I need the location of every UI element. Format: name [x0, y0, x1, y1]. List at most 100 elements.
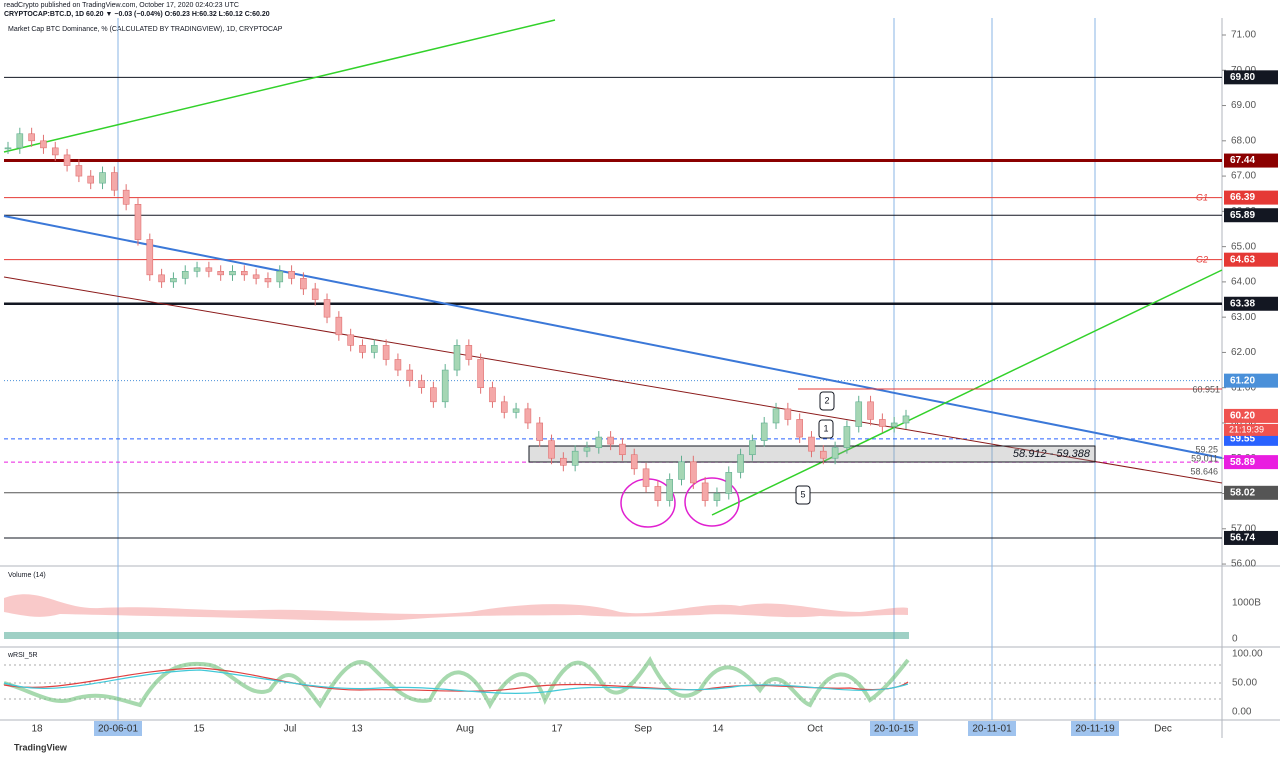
price-tag — [1224, 252, 1278, 267]
price-tag-label: 65.89 — [1230, 210, 1255, 221]
candle — [370, 345, 378, 353]
callout-box — [795, 485, 811, 505]
y-tick-label: 68.00 — [1231, 135, 1256, 146]
candle — [40, 140, 47, 149]
candle — [772, 408, 780, 424]
price-tag-label: 67.44 — [1230, 155, 1255, 166]
rsi-line — [3, 669, 909, 694]
x-tick-label: 15 — [193, 724, 205, 735]
trend-line — [3, 19, 556, 153]
x-tick-label: 20-11-19 — [1075, 724, 1115, 735]
rsi-tick-label: 50.00 — [1232, 678, 1257, 689]
candle — [229, 271, 236, 276]
volume-cloud — [4, 594, 908, 621]
candle — [619, 443, 626, 456]
candle — [16, 133, 24, 149]
candle — [524, 408, 532, 424]
price-tag — [1224, 190, 1278, 205]
candle — [500, 401, 508, 413]
candle — [359, 345, 366, 353]
annotation: 58.646 — [1190, 466, 1218, 476]
candle — [796, 419, 803, 438]
y-tick-label: 62.00 — [1231, 347, 1256, 358]
annotation: G1 — [1196, 192, 1208, 202]
candle — [465, 345, 473, 360]
candle — [28, 133, 35, 142]
candle — [595, 436, 603, 448]
volume-bars — [4, 632, 909, 639]
candle — [902, 415, 910, 424]
candle — [51, 147, 59, 156]
candle — [406, 369, 414, 381]
candle — [749, 440, 756, 456]
trend-line — [3, 276, 1223, 484]
annotation: 58.912 - 59.388 — [1013, 448, 1091, 460]
x-tick-label: 14 — [712, 724, 724, 735]
y-tick-label: 69.00 — [1231, 100, 1256, 111]
x-tick-label: 18 — [31, 724, 43, 735]
candle — [311, 288, 319, 300]
candle — [725, 472, 733, 494]
rsi-title: wRSI_5R — [7, 652, 38, 659]
candle — [441, 369, 449, 403]
chart-title: Market Cap BTC Dominance, % (CALCULATED … — [8, 26, 283, 33]
candle — [134, 203, 142, 240]
candle — [843, 426, 851, 448]
y-tick-label: 65.00 — [1231, 241, 1256, 252]
candle — [737, 454, 744, 473]
candle — [276, 271, 284, 283]
candle — [430, 387, 437, 403]
candle — [288, 271, 295, 279]
x-tick-label: Jul — [284, 724, 297, 735]
y-tick-label: 57.00 — [1231, 523, 1256, 534]
annotation: 59.25 — [1195, 444, 1218, 454]
x-tick-label: 20-10-15 — [874, 724, 914, 735]
header-line2: CRYPTOCAP:BTC.D, 1D 60.20 ▼ −0.03 (−0.04… — [4, 11, 270, 18]
price-tag-label: 58.02 — [1230, 487, 1255, 498]
price-tag-label: 64.63 — [1230, 254, 1255, 265]
candle — [760, 422, 768, 441]
header-line1: readCrypto published on TradingView.com,… — [4, 2, 239, 9]
trend-line — [3, 215, 1223, 459]
candle — [583, 447, 591, 452]
countdown-tag — [1224, 423, 1278, 436]
annotation: 1 — [823, 423, 828, 433]
annotation: G2 — [1196, 254, 1208, 264]
countdown: 21:19:39 — [1229, 424, 1264, 434]
candle — [890, 422, 898, 427]
x-tick-label: 20-06-01 — [98, 724, 138, 735]
annotation: 60.951 — [1192, 384, 1220, 394]
date-highlight — [1071, 721, 1119, 736]
annotation: 59.011 — [1191, 453, 1218, 463]
price-tag — [1224, 208, 1278, 223]
y-tick-label: 63.00 — [1231, 312, 1256, 323]
candle — [99, 172, 106, 184]
candle — [855, 401, 863, 427]
x-tick-label: Oct — [807, 724, 823, 735]
price-tag-label: 58.89 — [1230, 457, 1255, 468]
x-tick-label: 20-11-01 — [972, 724, 1012, 735]
rsi-band — [3, 656, 910, 710]
candle — [548, 440, 555, 459]
price-tag — [1224, 485, 1278, 500]
candle — [241, 271, 248, 276]
candle — [808, 436, 815, 452]
volume-tick-label: 0 — [1232, 634, 1238, 645]
y-tick-label: 61.00 — [1231, 382, 1256, 393]
candle — [205, 267, 213, 272]
candle — [418, 380, 425, 388]
y-tick-label: 60.00 — [1231, 418, 1256, 429]
candle — [394, 359, 402, 371]
x-tick-label: Aug — [456, 724, 474, 735]
candle — [75, 165, 83, 177]
candle — [4, 147, 12, 150]
candle — [453, 345, 461, 371]
candle — [181, 271, 189, 279]
candle — [819, 450, 827, 459]
candle — [347, 334, 354, 346]
candle — [170, 278, 177, 283]
candle — [690, 461, 697, 484]
candle — [512, 408, 520, 413]
price-tag-label: 63.38 — [1230, 298, 1255, 309]
